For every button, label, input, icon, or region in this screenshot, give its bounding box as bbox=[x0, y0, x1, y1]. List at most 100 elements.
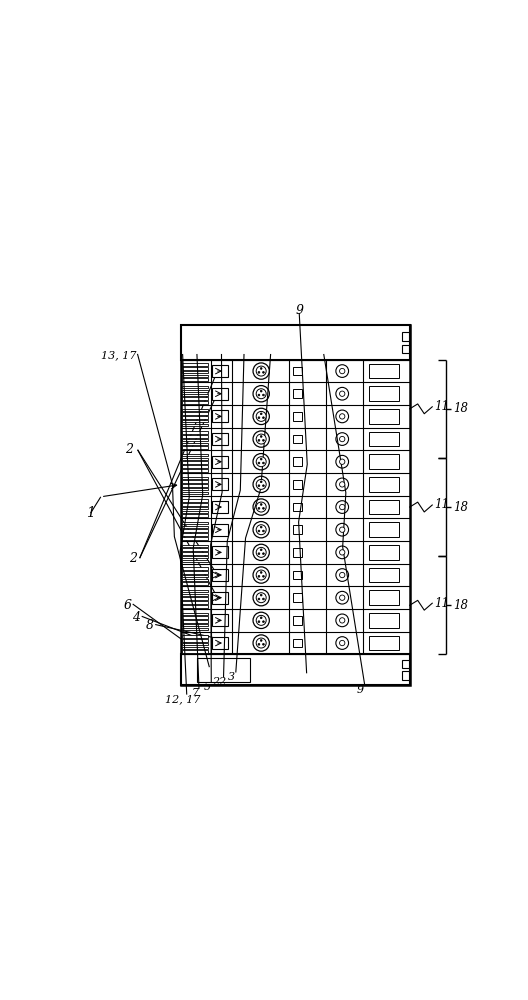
Bar bbox=[293, 571, 302, 579]
Bar bbox=[182, 492, 208, 494]
Circle shape bbox=[262, 439, 265, 441]
Circle shape bbox=[253, 612, 269, 629]
Text: 3: 3 bbox=[228, 672, 235, 682]
Bar bbox=[181, 654, 410, 685]
Bar bbox=[182, 605, 208, 608]
Bar bbox=[182, 503, 208, 506]
Bar bbox=[182, 635, 208, 638]
Bar bbox=[212, 478, 228, 490]
Text: 11: 11 bbox=[435, 597, 449, 610]
Circle shape bbox=[336, 614, 348, 627]
Text: 2: 2 bbox=[129, 552, 137, 565]
Bar bbox=[182, 363, 208, 366]
Bar bbox=[212, 569, 228, 581]
Bar bbox=[182, 620, 208, 623]
Bar bbox=[369, 364, 400, 378]
Circle shape bbox=[253, 476, 269, 493]
Bar bbox=[293, 412, 302, 421]
Bar bbox=[182, 390, 208, 392]
Circle shape bbox=[258, 462, 260, 464]
Circle shape bbox=[336, 387, 348, 400]
Circle shape bbox=[260, 413, 262, 415]
Circle shape bbox=[336, 523, 348, 536]
Circle shape bbox=[258, 394, 260, 396]
Bar bbox=[182, 647, 208, 649]
Bar bbox=[182, 424, 208, 426]
Text: 6: 6 bbox=[124, 599, 131, 612]
Bar bbox=[212, 365, 228, 377]
Bar bbox=[182, 522, 208, 524]
Bar bbox=[182, 488, 208, 490]
Bar bbox=[182, 386, 208, 388]
Circle shape bbox=[340, 436, 345, 442]
Text: 2: 2 bbox=[126, 443, 134, 456]
Bar bbox=[182, 409, 208, 411]
Text: 9: 9 bbox=[357, 685, 364, 695]
Circle shape bbox=[336, 591, 348, 604]
Circle shape bbox=[340, 391, 345, 396]
Circle shape bbox=[256, 593, 266, 603]
Bar bbox=[182, 454, 208, 456]
Circle shape bbox=[258, 575, 260, 577]
Circle shape bbox=[258, 621, 260, 623]
Bar bbox=[212, 637, 228, 649]
Bar bbox=[212, 546, 228, 558]
Circle shape bbox=[262, 417, 265, 419]
Bar bbox=[182, 624, 208, 626]
Bar bbox=[182, 590, 208, 592]
Bar bbox=[293, 639, 302, 647]
Bar bbox=[293, 525, 302, 534]
Text: 7: 7 bbox=[191, 688, 199, 698]
Circle shape bbox=[253, 386, 269, 402]
Bar bbox=[182, 397, 208, 400]
Circle shape bbox=[336, 546, 348, 559]
Bar bbox=[293, 616, 302, 625]
Bar bbox=[182, 526, 208, 528]
Bar bbox=[182, 439, 208, 441]
Bar bbox=[197, 658, 250, 682]
Bar bbox=[369, 454, 400, 469]
Text: 4: 4 bbox=[131, 611, 139, 624]
Bar bbox=[182, 597, 208, 600]
Bar bbox=[182, 401, 208, 404]
Bar bbox=[182, 511, 208, 513]
Circle shape bbox=[262, 371, 265, 373]
Bar bbox=[293, 389, 302, 398]
Circle shape bbox=[336, 455, 348, 468]
Text: 18: 18 bbox=[452, 599, 468, 612]
Bar bbox=[181, 325, 410, 685]
Bar bbox=[293, 457, 302, 466]
Bar bbox=[182, 480, 208, 483]
Circle shape bbox=[262, 553, 265, 555]
Bar bbox=[369, 522, 400, 537]
Circle shape bbox=[253, 363, 269, 379]
Circle shape bbox=[262, 394, 265, 396]
Bar bbox=[182, 477, 208, 479]
Bar bbox=[402, 671, 409, 680]
Text: 18: 18 bbox=[452, 402, 468, 415]
Circle shape bbox=[253, 408, 269, 425]
Circle shape bbox=[260, 458, 262, 460]
Circle shape bbox=[262, 598, 265, 600]
Bar bbox=[182, 601, 208, 604]
Circle shape bbox=[253, 567, 269, 583]
Bar bbox=[369, 545, 400, 560]
Circle shape bbox=[336, 365, 348, 377]
Bar bbox=[293, 480, 302, 489]
Bar bbox=[369, 477, 400, 492]
Text: 9: 9 bbox=[295, 304, 303, 317]
Circle shape bbox=[258, 417, 260, 419]
Text: 11: 11 bbox=[435, 498, 449, 512]
Bar bbox=[182, 431, 208, 434]
Bar bbox=[212, 614, 228, 626]
Bar bbox=[182, 412, 208, 415]
Circle shape bbox=[256, 457, 266, 467]
Circle shape bbox=[260, 526, 262, 528]
Bar bbox=[182, 458, 208, 460]
Circle shape bbox=[256, 570, 266, 580]
Circle shape bbox=[260, 549, 262, 551]
Bar bbox=[402, 660, 409, 668]
Bar bbox=[182, 616, 208, 619]
Circle shape bbox=[258, 643, 260, 645]
Circle shape bbox=[336, 433, 348, 445]
